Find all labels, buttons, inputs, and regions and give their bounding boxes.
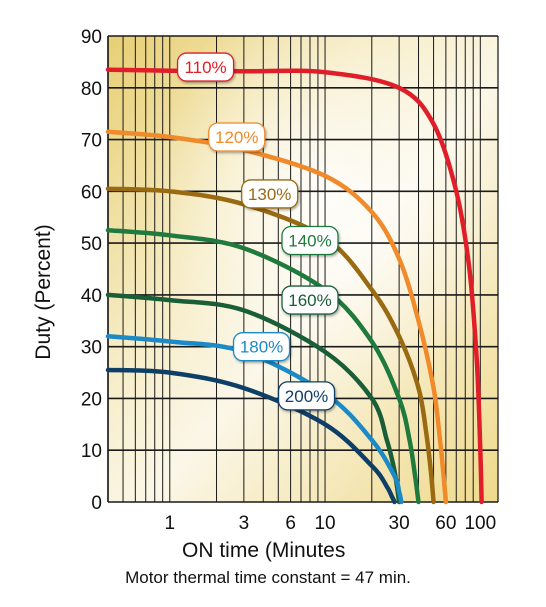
curve-label-box <box>176 52 235 82</box>
curve-label-text: 200% <box>285 387 328 406</box>
x-tick-label: 10 <box>314 513 335 534</box>
curve-label-120pct: 120% <box>208 122 266 152</box>
x-tick-label: 60 <box>435 513 456 534</box>
curve-label-160pct: 160% <box>281 285 339 315</box>
curve-label-text: 140% <box>288 232 331 251</box>
x-tick-label: 1 <box>164 513 175 534</box>
plot-area-glow <box>108 36 498 502</box>
y-tick-label: 40 <box>81 286 102 307</box>
grid-lines <box>107 35 499 503</box>
curve-label-text: 130% <box>248 185 291 204</box>
x-axis-ticks: 1 3 6 10 30 60 100 <box>164 513 496 534</box>
series-curve-200pct <box>105 367 397 505</box>
y-tick-label: 70 <box>81 131 102 152</box>
series-curve-140pct <box>105 227 421 505</box>
x-tick-label: 30 <box>389 513 410 534</box>
curve-label-text: 160% <box>288 291 331 310</box>
curve-label-box <box>232 332 291 362</box>
series-curve-180pct <box>105 334 404 505</box>
series-curve-130pct <box>105 186 436 505</box>
curve-label-140pct: 140% <box>281 225 339 256</box>
curve-label-200pct: 200% <box>277 381 336 411</box>
curve-label-text: 180% <box>240 338 283 357</box>
y-tick-label: 80 <box>81 79 102 100</box>
curve-labels: 110% 120% 130% 140% 160% 180% 200% <box>176 52 339 411</box>
chart-note: Motor thermal time constant = 47 min. <box>125 568 411 587</box>
curve-label-box <box>277 381 336 411</box>
curve-label-box <box>281 285 339 315</box>
curve-label-text: 110% <box>184 58 226 77</box>
plot-background <box>108 36 498 502</box>
y-tick-label: 60 <box>81 182 102 203</box>
y-tick-label: 20 <box>81 389 102 410</box>
x-tick-label: 6 <box>285 513 296 534</box>
y-tick-label: 30 <box>81 338 102 359</box>
x-tick-label: 3 <box>239 513 250 534</box>
y-axis-ticks: 0 10 20 30 40 50 60 70 80 90 <box>81 27 102 514</box>
x-axis-title: ON time (Minutes <box>182 539 345 562</box>
curve-label-text: 120% <box>215 128 258 147</box>
curve-label-130pct: 130% <box>241 179 299 209</box>
curve-label-110pct: 110% <box>176 52 235 82</box>
series-curve-160pct <box>105 292 402 505</box>
curve-label-180pct: 180% <box>232 332 291 362</box>
y-tick-label: 90 <box>81 27 102 48</box>
y-tick-label: 10 <box>81 441 102 462</box>
curve-label-box <box>281 225 339 256</box>
curve-label-box <box>241 179 299 209</box>
y-tick-label: 0 <box>91 493 102 514</box>
y-tick-label: 50 <box>81 234 102 255</box>
x-tick-label: 100 <box>464 513 496 534</box>
y-axis-title: Duty (Percent) <box>32 224 55 359</box>
curve-label-box <box>208 122 266 152</box>
